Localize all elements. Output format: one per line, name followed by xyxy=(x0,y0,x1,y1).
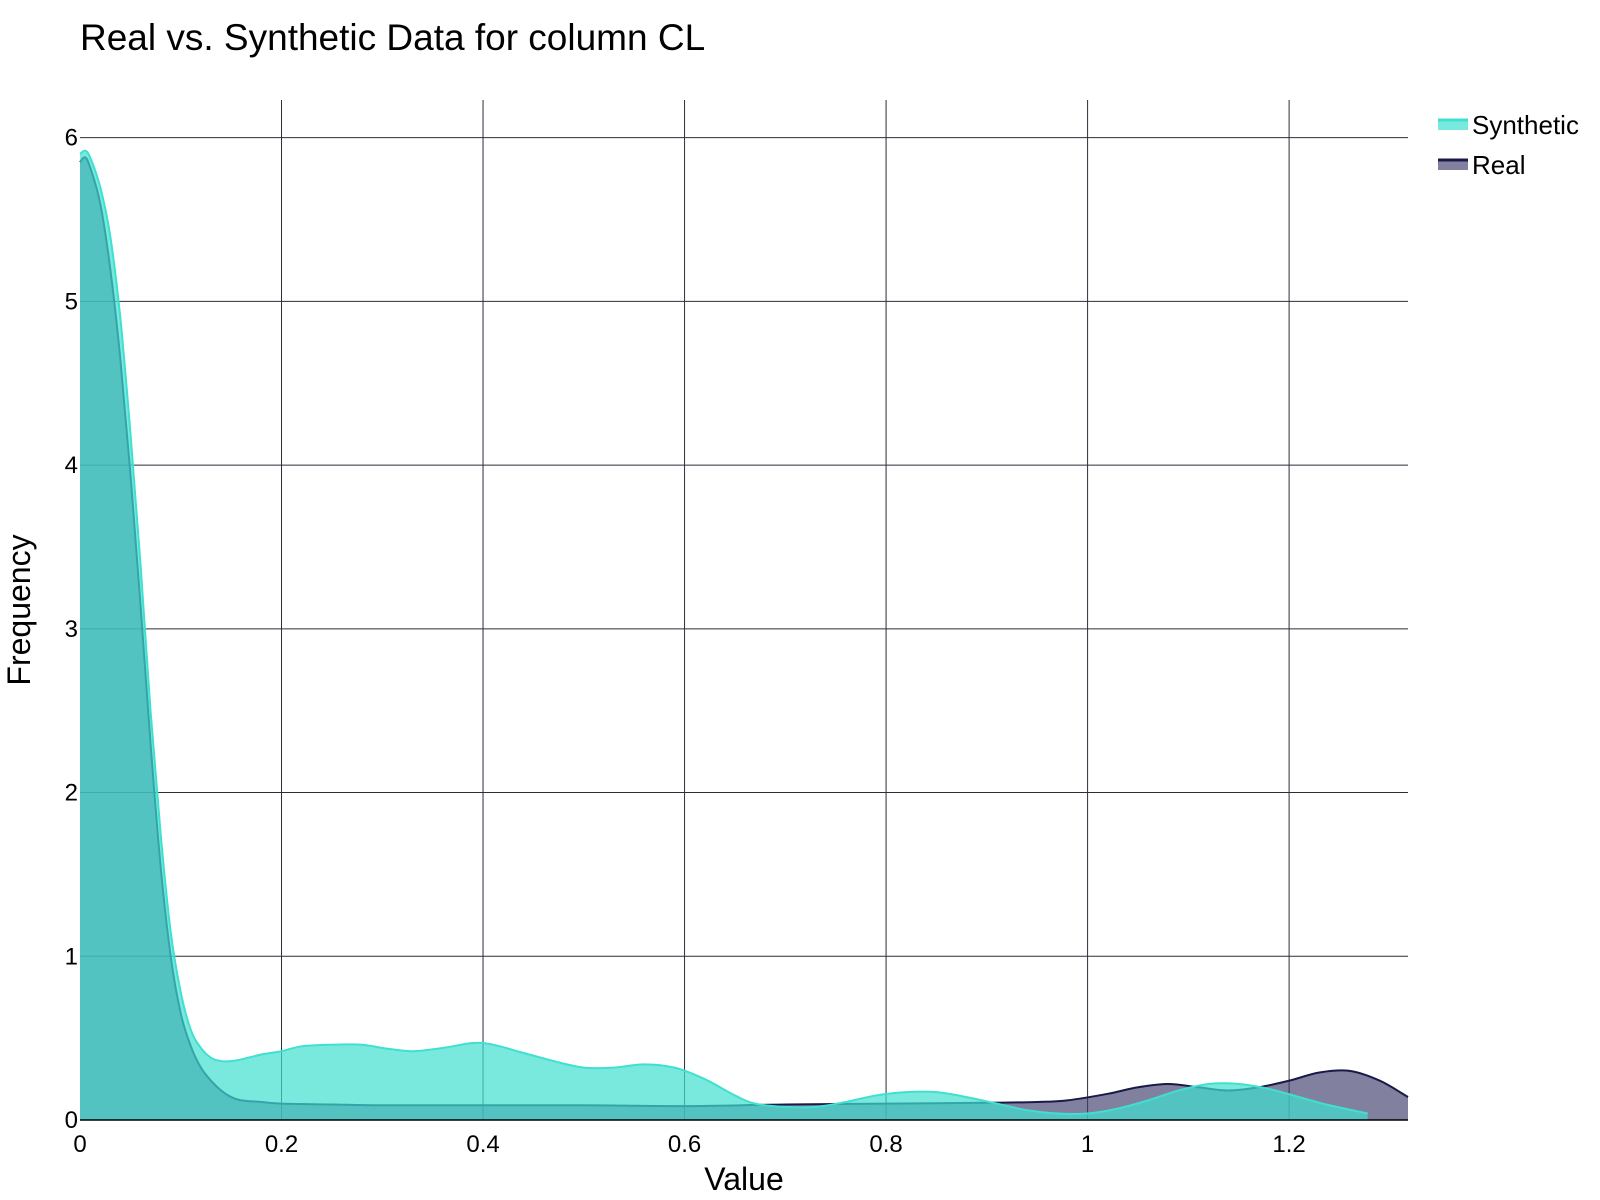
legend-swatch-synthetic xyxy=(1438,120,1468,130)
x-tick-label: 0.2 xyxy=(265,1131,298,1158)
y-tick-label: 6 xyxy=(65,125,78,152)
x-tick-label: 0.8 xyxy=(869,1131,902,1158)
x-tick-label: 1.2 xyxy=(1272,1131,1305,1158)
legend-label-synthetic: Synthetic xyxy=(1472,110,1579,140)
series-line-real xyxy=(79,156,1409,1108)
x-tick-label: 0 xyxy=(73,1131,86,1158)
chart-title: Real vs. Synthetic Data for column CL xyxy=(80,17,705,58)
y-tick-label: 4 xyxy=(65,452,78,479)
x-tick-label: 0.6 xyxy=(668,1131,701,1158)
y-axis-title: Frequency xyxy=(1,534,37,685)
legend-swatch-real xyxy=(1438,160,1468,170)
axis-layer: 0 0.2 0.4 0.6 0.8 1 1.2 0 1 2 3 4 5 6 xyxy=(65,125,1408,1158)
y-tick-label: 0 xyxy=(65,1107,78,1134)
legend: Synthetic Real xyxy=(1438,110,1579,180)
legend-label-real: Real xyxy=(1472,150,1525,180)
y-tick-label: 2 xyxy=(65,780,78,807)
x-tick-label: 1 xyxy=(1081,1131,1094,1158)
series-area-synthetic xyxy=(80,150,1368,1120)
y-tick-label: 1 xyxy=(65,943,78,970)
y-tick-label: 3 xyxy=(65,616,78,643)
series-line-synthetic xyxy=(79,149,1368,1115)
area-layer xyxy=(79,149,1409,1120)
x-axis-title: Value xyxy=(704,1161,783,1197)
y-tick-label: 5 xyxy=(65,288,78,315)
x-tick-label: 0.4 xyxy=(466,1131,499,1158)
grid-layer xyxy=(80,100,1408,1120)
